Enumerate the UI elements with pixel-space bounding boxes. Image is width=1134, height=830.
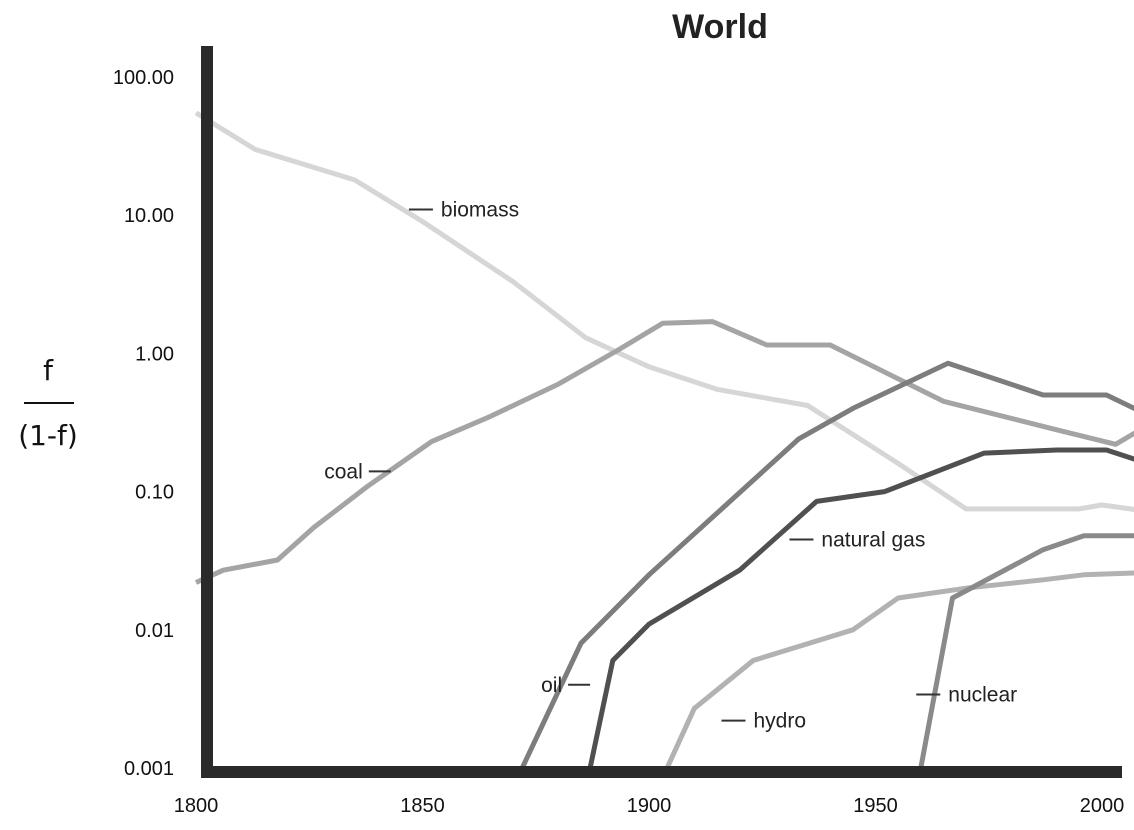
- x-tick-label: 1900: [627, 795, 672, 817]
- series-line-hydro: [664, 570, 1134, 770]
- axes-layer: [201, 46, 1122, 778]
- y-tick-label: 1.00: [135, 343, 174, 365]
- y-tick-label: 0.10: [135, 482, 174, 504]
- series-label-text: coal: [324, 460, 363, 483]
- series-label-coal: coal: [324, 460, 391, 483]
- series-label-oil: oil: [541, 674, 591, 697]
- series-label-text: natural gas: [821, 529, 925, 552]
- series-layer: [194, 110, 1134, 770]
- series-label-natural-gas: natural gas: [789, 529, 925, 552]
- series-label-text: hydro: [753, 710, 806, 733]
- series-label-nuclear: nuclear: [916, 684, 1017, 707]
- series-label-text: biomass: [441, 198, 519, 221]
- x-tick-label: 1800: [174, 795, 219, 817]
- series-line-natural-gas: [587, 447, 1134, 769]
- x-tick-label: 2000: [1080, 795, 1125, 817]
- x-tick-label: 1850: [400, 795, 445, 817]
- y-tick-label: 10.00: [124, 205, 174, 227]
- tick-labels: 1800 1850 1900 1950 2000 100.00 10.00 1.00 0.10 0…: [113, 67, 1124, 817]
- series-line-nuclear: [918, 533, 1134, 769]
- series-label-text: nuclear: [948, 684, 1017, 707]
- y-axis-label-denominator: (1-f): [18, 419, 78, 452]
- series-line-coal: [194, 319, 1134, 585]
- y-tick-label: 100.00: [113, 67, 174, 89]
- series-labels: biomass coal oil natural gas hydro nuclear: [324, 198, 1017, 732]
- y-tick-label: 0.001: [124, 758, 174, 780]
- series-line-oil: [519, 360, 1134, 770]
- series-label-hydro: hydro: [721, 710, 806, 733]
- series-label-biomass: biomass: [408, 198, 519, 221]
- y-axis-label: f (1-f): [18, 354, 78, 452]
- chart-title: World: [672, 8, 768, 46]
- y-tick-label: 0.01: [135, 620, 174, 642]
- x-tick-label: 1950: [853, 795, 898, 817]
- series-line-biomass: [194, 110, 1134, 512]
- y-axis-label-numerator: f: [43, 354, 54, 387]
- series-label-text: oil: [541, 674, 562, 697]
